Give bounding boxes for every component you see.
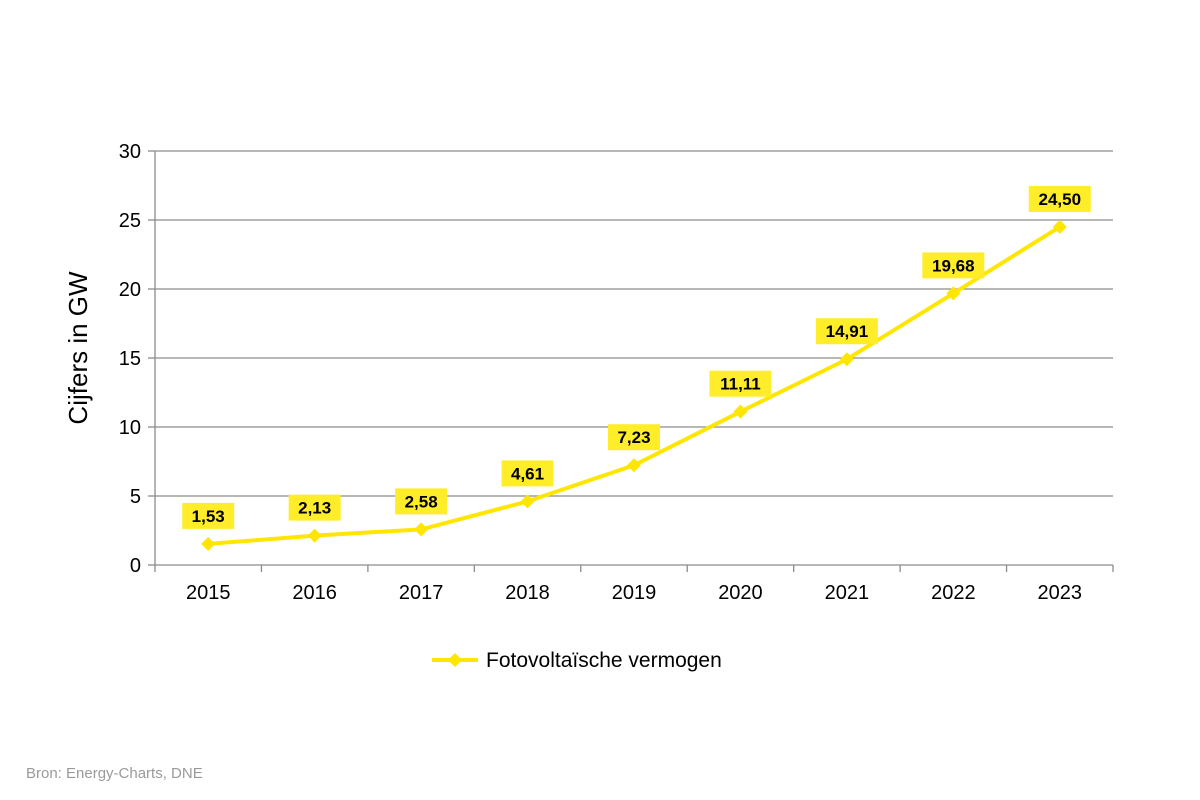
x-tick-label: 2020 — [718, 582, 763, 604]
y-tick-label: 20 — [119, 279, 141, 301]
data-label-box — [922, 252, 985, 279]
y-tick-label: 25 — [119, 210, 141, 232]
data-point-diamond-icon — [946, 286, 961, 301]
data-label: 24,50 — [1039, 190, 1082, 209]
x-tick-labels: 2015 2016 2017 2018 2019 2020 2021 2022 2023 — [186, 582, 1082, 604]
data-label-box — [501, 460, 554, 487]
data-label: 19,68 — [932, 256, 975, 275]
y-tick-label: 15 — [119, 348, 141, 370]
series-layer — [201, 219, 1067, 551]
y-tick-label: 10 — [119, 417, 141, 439]
x-tick-label: 2015 — [186, 582, 231, 604]
source-note: Bron: Energy-Charts, DNE — [26, 765, 203, 782]
y-tick-label: 0 — [130, 555, 141, 577]
axes — [148, 150, 1114, 572]
x-tick-label: 2019 — [612, 582, 657, 604]
data-point-diamond-icon — [414, 522, 429, 537]
data-label: 11,11 — [720, 375, 761, 394]
y-axis-title: Cijfers in GW — [63, 271, 93, 425]
x-tick-label: 2018 — [505, 582, 550, 604]
data-point-diamond-icon — [307, 528, 322, 543]
data-label: 14,91 — [826, 322, 869, 341]
data-labels: 1,53 2,13 2,58 4,61 7,23 11,11 14,91 19,68 24,50 — [182, 185, 1091, 529]
x-tick-label: 2016 — [292, 582, 337, 604]
x-tick-label: 2017 — [399, 582, 444, 604]
data-label: 2,58 — [405, 492, 438, 511]
data-label: 2,13 — [298, 499, 331, 518]
data-label-box — [395, 488, 448, 515]
y-tick-label: 30 — [119, 141, 141, 163]
data-label: 7,23 — [617, 428, 650, 447]
data-label-box — [182, 502, 235, 529]
data-label-box — [608, 424, 660, 451]
data-point-diamond-icon — [733, 404, 748, 419]
gridlines — [155, 150, 1113, 497]
data-point-diamond-icon — [520, 494, 535, 509]
legend: Fotovoltaïsche vermogen — [432, 649, 722, 672]
x-tick-label: 2021 — [825, 582, 870, 604]
data-label-box — [709, 370, 772, 397]
data-label: 4,61 — [511, 464, 544, 483]
data-label: 1,53 — [192, 507, 225, 526]
x-tick-label: 2023 — [1038, 582, 1083, 604]
data-point-diamond-icon — [1052, 219, 1067, 234]
data-point-diamond-icon — [839, 352, 854, 367]
y-tick-label: 5 — [130, 486, 141, 508]
data-label-box — [288, 494, 341, 521]
legend-diamond-icon — [448, 653, 462, 667]
x-tick-label: 2022 — [931, 582, 976, 604]
data-point-diamond-icon — [627, 458, 641, 473]
data-label-box — [1028, 185, 1091, 212]
data-point-diamond-icon — [201, 536, 216, 551]
y-tick-labels: 0 5 10 15 20 25 30 — [119, 141, 141, 577]
data-label-box — [815, 318, 878, 345]
legend-entry-label: Fotovoltaïsche vermogen — [486, 649, 722, 672]
